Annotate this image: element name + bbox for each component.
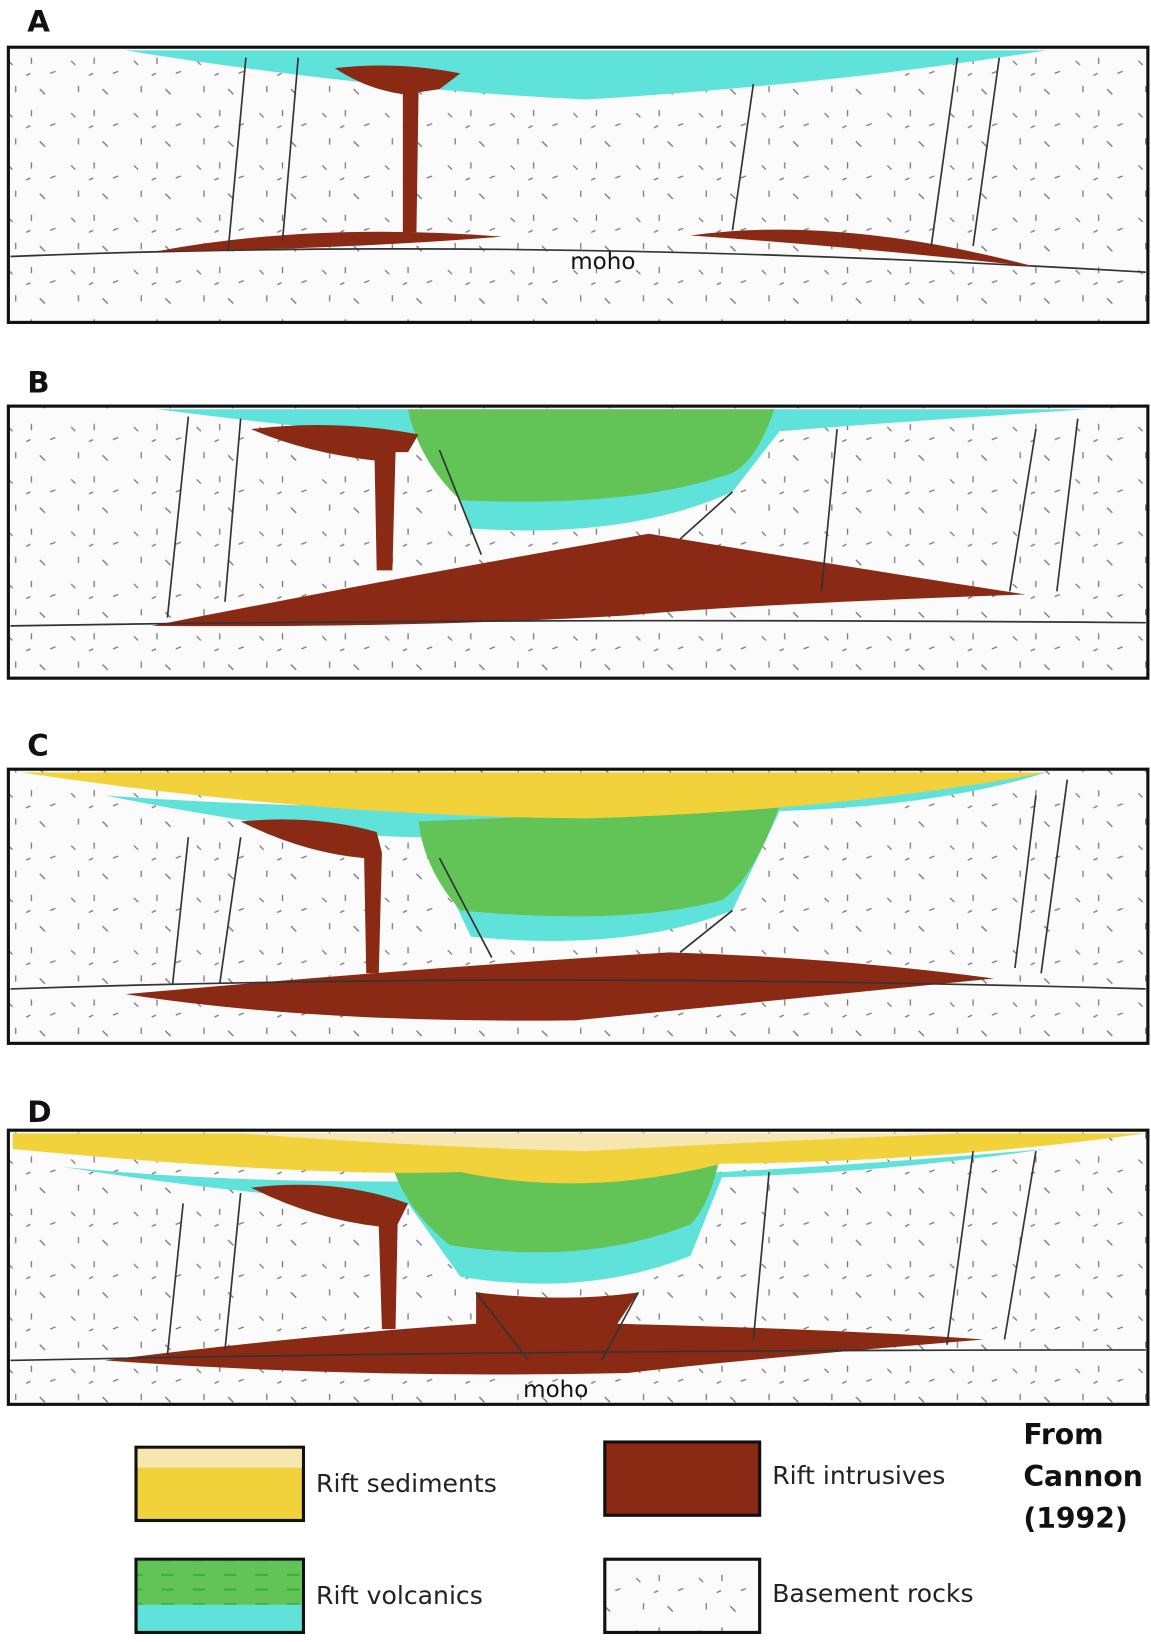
- volcanics: [408, 409, 775, 502]
- legend-swatch: [603, 1557, 762, 1635]
- moho-line: [10, 248, 1146, 274]
- sediments: [12, 1133, 1146, 1184]
- legend: Rift sediments Rift intrusives Rift volc…: [134, 1418, 1143, 1635]
- volcanics: [418, 805, 780, 917]
- legend-label: Rift volcanics: [316, 1581, 483, 1610]
- panel-d: D moho: [6, 1095, 1150, 1406]
- credit: From: [1023, 1418, 1103, 1451]
- intrusive: [104, 1292, 984, 1375]
- panel-label: D: [27, 1095, 51, 1129]
- intrusive: [156, 231, 503, 252]
- legend-swatch: [137, 1560, 302, 1605]
- sediments: [240, 1133, 963, 1152]
- legend-label: Basement rocks: [772, 1579, 973, 1608]
- intrusive: [690, 229, 1036, 267]
- annotation: moho: [523, 1377, 588, 1403]
- panel-c: C: [6, 729, 1150, 1045]
- annotation: moho: [570, 249, 635, 275]
- volcanics: [125, 50, 1047, 100]
- panel-label: B: [27, 366, 49, 400]
- fault: [10, 1150, 1146, 1362]
- fault: [227, 57, 1001, 252]
- panel-label: C: [27, 729, 48, 763]
- credit: Cannon: [1023, 1460, 1143, 1493]
- credit: (1992): [1023, 1502, 1127, 1535]
- intrusive: [334, 65, 461, 233]
- fault: [10, 779, 1146, 990]
- panel-b: B: [6, 366, 1150, 680]
- intrusive: [125, 952, 995, 1021]
- panel-label: A: [27, 5, 50, 39]
- legend-swatch: [603, 1440, 762, 1517]
- intrusive: [251, 1184, 409, 1330]
- legend-swatch: [137, 1448, 302, 1468]
- intrusive: [151, 533, 1026, 627]
- intrusive: [240, 819, 382, 974]
- fault: [10, 416, 1146, 627]
- panel-a: A moho: [6, 5, 1150, 324]
- legend-label: Rift intrusives: [772, 1461, 945, 1490]
- intrusive: [251, 424, 419, 571]
- legend-label: Rift sediments: [316, 1469, 497, 1498]
- sediments: [20, 772, 1047, 819]
